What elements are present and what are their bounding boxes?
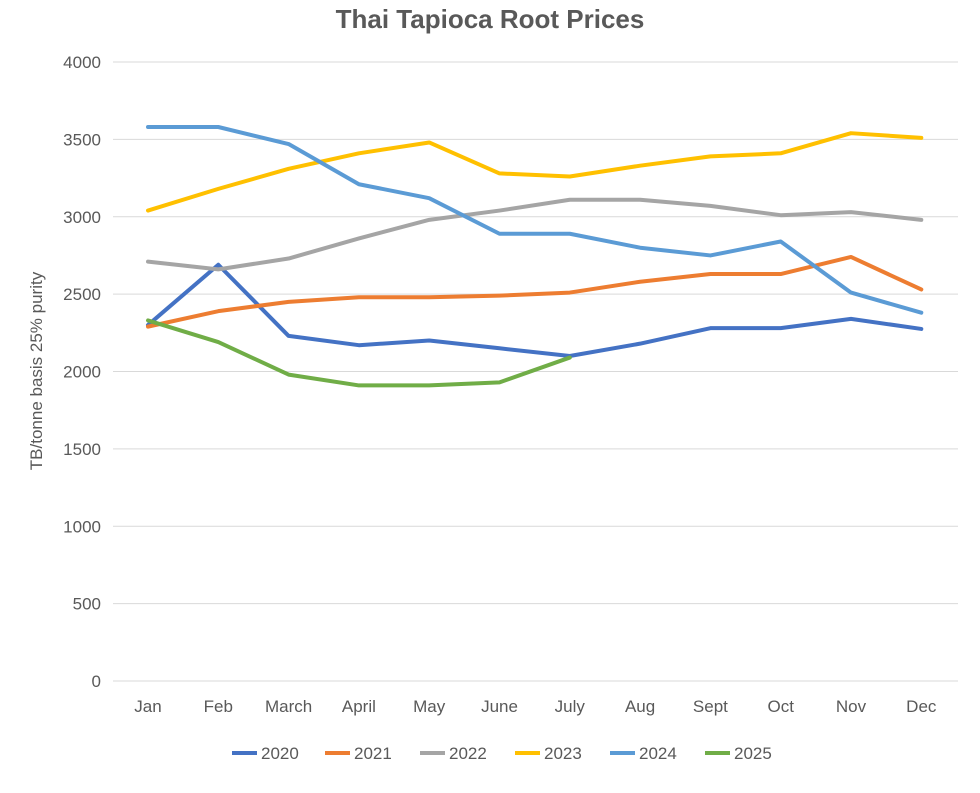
series-line-2023	[146, 131, 924, 213]
y-tick-label-2000: 2000	[63, 363, 101, 382]
x-tick-label-jan: Jan	[134, 697, 161, 716]
x-tick-label-sept: Sept	[693, 697, 728, 716]
y-tick-label-4000: 4000	[63, 53, 101, 72]
y-tick-label-1500: 1500	[63, 440, 101, 459]
series-line-2020	[146, 262, 924, 359]
x-tick-label-july: July	[555, 697, 586, 716]
y-tick-label-500: 500	[73, 595, 101, 614]
y-tick-label-0: 0	[92, 672, 101, 691]
y-tick-label-3500: 3500	[63, 130, 101, 149]
legend-label-2020: 2020	[261, 744, 299, 763]
x-tick-label-may: May	[413, 697, 446, 716]
legend-label-2023: 2023	[544, 744, 582, 763]
x-tick-label-april: April	[342, 697, 376, 716]
x-tick-label-march: March	[265, 697, 312, 716]
series-line-2022	[146, 197, 924, 272]
x-tick-label-feb: Feb	[204, 697, 233, 716]
series-line-2021	[146, 254, 924, 329]
y-tick-label-1000: 1000	[63, 517, 101, 536]
legend-label-2021: 2021	[354, 744, 392, 763]
series-line-2024	[146, 124, 924, 315]
y-axis-label: TB/tonne basis 25% purity	[27, 271, 46, 470]
series-line-2025	[146, 318, 572, 388]
legend-label-2025: 2025	[734, 744, 772, 763]
x-tick-label-oct: Oct	[767, 697, 794, 716]
y-tick-label-3000: 3000	[63, 208, 101, 227]
legend-label-2022: 2022	[449, 744, 487, 763]
chart-title: Thai Tapioca Root Prices	[335, 4, 645, 34]
x-tick-label-nov: Nov	[836, 697, 867, 716]
x-tick-label-dec: Dec	[906, 697, 937, 716]
legend-label-2024: 2024	[639, 744, 677, 763]
x-tick-label-aug: Aug	[625, 697, 655, 716]
y-tick-label-2500: 2500	[63, 285, 101, 304]
x-tick-label-june: June	[481, 697, 518, 716]
